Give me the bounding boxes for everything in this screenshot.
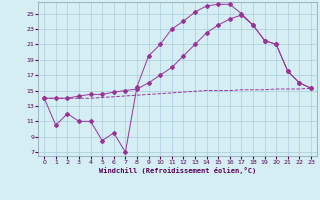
X-axis label: Windchill (Refroidissement éolien,°C): Windchill (Refroidissement éolien,°C) xyxy=(99,167,256,174)
